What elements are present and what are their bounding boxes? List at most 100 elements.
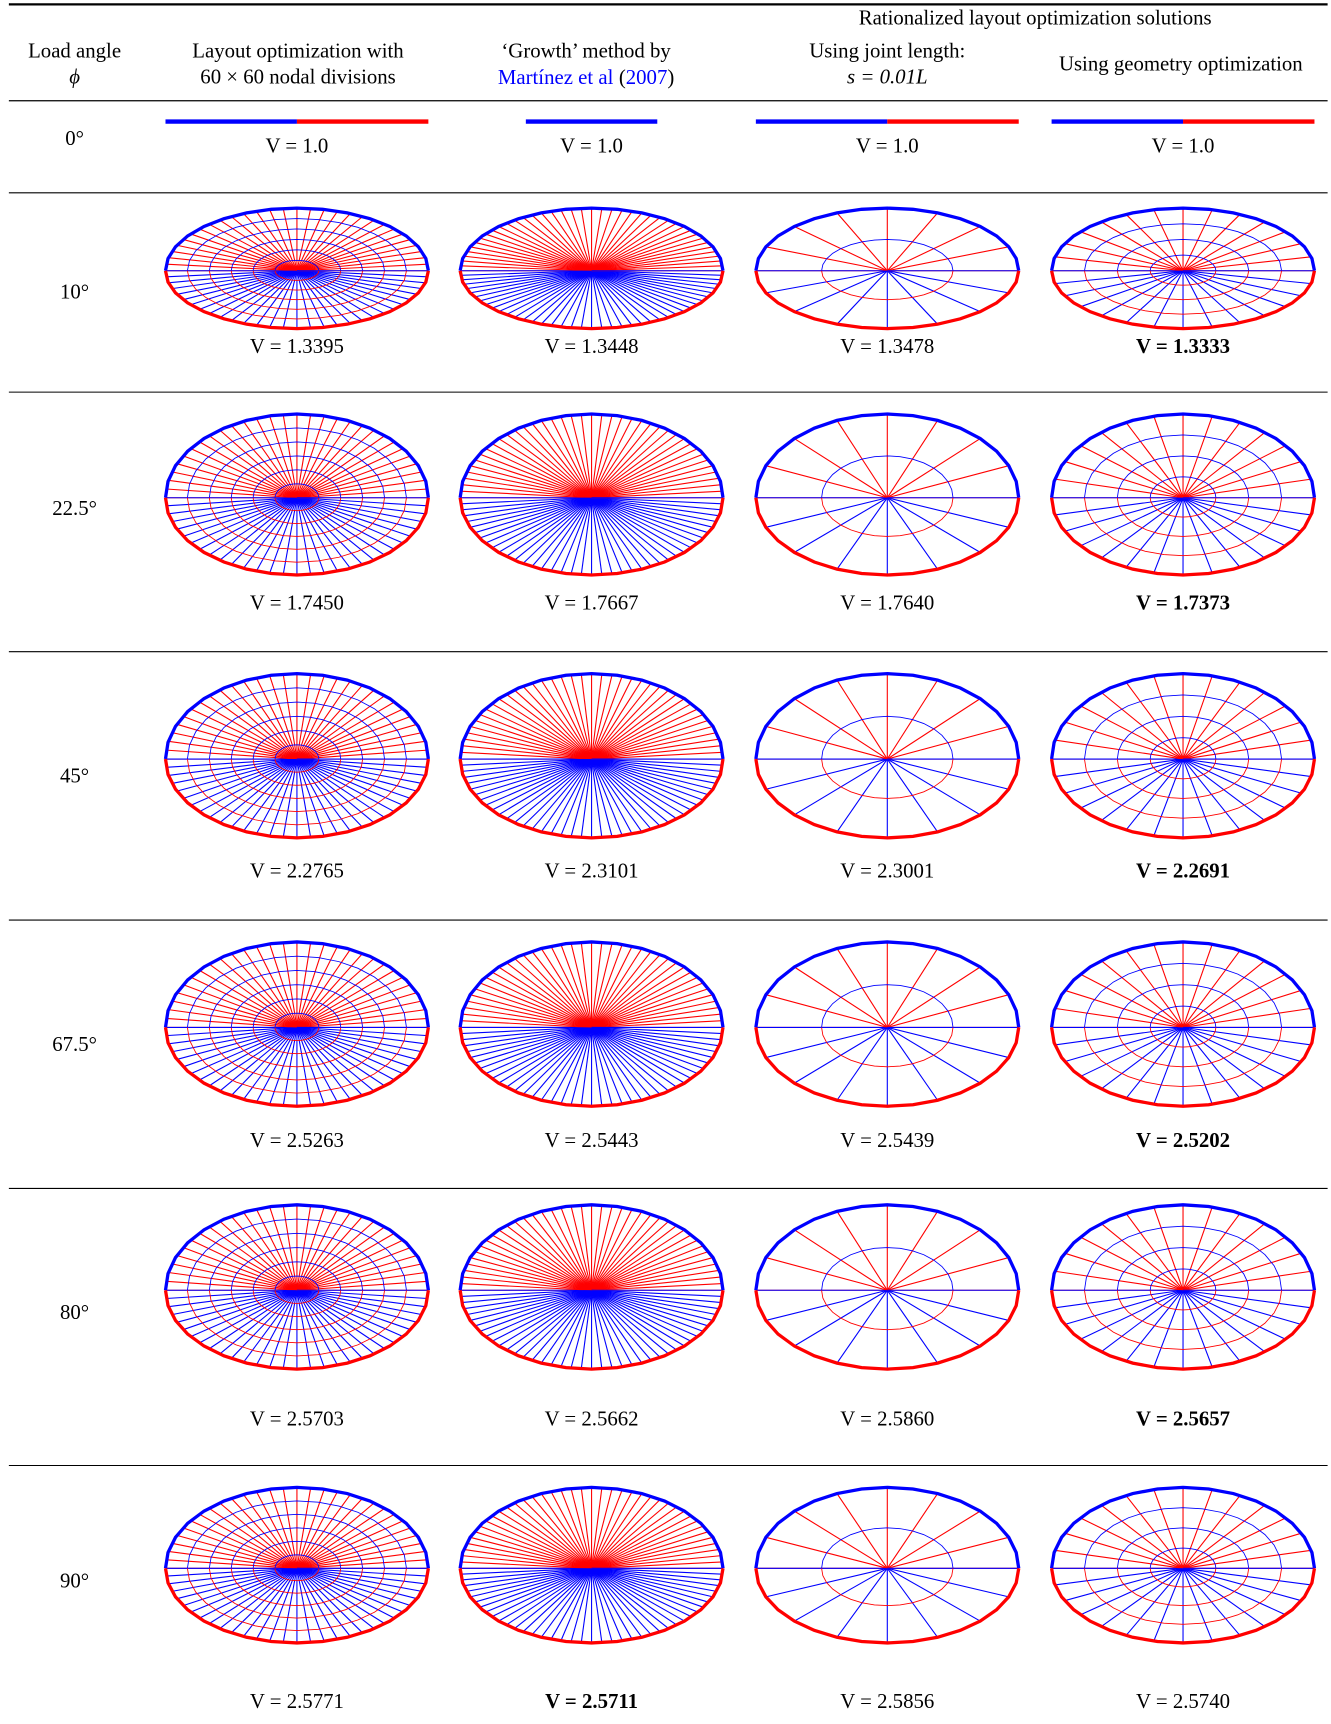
truss-member <box>591 1567 652 1636</box>
load-angle: 0° <box>65 126 84 150</box>
truss-member <box>754 758 1021 840</box>
truss-member <box>274 259 320 271</box>
truss-member <box>460 1567 592 1575</box>
truss-member <box>186 687 407 760</box>
truss-member <box>591 988 709 1028</box>
truss-member <box>498 270 592 313</box>
truss-member <box>821 715 954 760</box>
truss-member <box>1084 1568 1283 1625</box>
truss-member <box>1049 671 1317 760</box>
truss-member <box>591 270 603 329</box>
volume-value: V = 2.3001 <box>840 859 934 883</box>
truss-member <box>754 671 1021 760</box>
truss-member <box>540 1027 593 1101</box>
truss-member <box>479 758 592 801</box>
volume-value: V = 1.0 <box>560 134 623 158</box>
truss-member <box>591 1006 720 1028</box>
truss-member <box>1149 476 1217 498</box>
truss-member <box>460 1026 592 1035</box>
truss-member <box>560 1489 593 1569</box>
truss-member <box>591 758 704 801</box>
truss-member <box>591 250 717 272</box>
truss-member <box>591 459 709 499</box>
truss-member <box>274 483 320 498</box>
truss-member <box>591 961 678 1028</box>
truss-member <box>591 222 678 272</box>
truss-member <box>479 982 592 1028</box>
col-header: Load angle <box>28 38 121 62</box>
truss-member <box>463 758 592 778</box>
truss-member <box>591 210 633 272</box>
truss-member <box>505 961 592 1028</box>
truss-member <box>591 270 623 328</box>
truss-member <box>591 270 633 327</box>
truss-member <box>460 1020 592 1028</box>
truss-member <box>485 497 592 544</box>
truss-member <box>1116 455 1250 498</box>
truss-member <box>463 1006 592 1028</box>
truss-member <box>531 1213 592 1291</box>
truss-member <box>470 1536 592 1569</box>
truss-member <box>550 1208 593 1291</box>
truss-member <box>1049 1568 1317 1645</box>
truss-member <box>591 1289 704 1332</box>
truss-member <box>591 1026 699 1075</box>
truss-member <box>479 1567 592 1608</box>
truss-member <box>531 270 592 323</box>
volume-value: V = 2.5703 <box>250 1406 344 1430</box>
truss-member <box>591 1568 623 1642</box>
truss-member <box>591 1234 692 1291</box>
col-header: s = 0.01L <box>847 65 927 89</box>
truss-member <box>230 270 364 301</box>
truss-member <box>1049 1203 1317 1291</box>
truss-member <box>1049 270 1317 331</box>
truss-member <box>186 1027 407 1094</box>
truss-member <box>505 1289 592 1351</box>
truss-member <box>474 1289 592 1327</box>
truss-member <box>531 682 592 760</box>
truss-member <box>1084 758 1283 819</box>
truss-member <box>479 270 592 302</box>
citation-year[interactable]: 2007 <box>626 65 668 89</box>
truss-member <box>540 1211 593 1291</box>
truss-member <box>186 1500 407 1569</box>
truss-member <box>208 969 385 1028</box>
truss-member <box>461 745 592 760</box>
truss-member <box>591 1206 623 1291</box>
truss-member <box>470 1026 592 1059</box>
truss-member <box>580 673 593 760</box>
truss-member <box>514 219 592 272</box>
truss-member <box>1084 270 1283 315</box>
truss-member <box>252 1568 342 1594</box>
truss-member <box>591 484 722 499</box>
truss-member <box>591 1506 678 1569</box>
truss-member <box>531 1027 592 1099</box>
truss-member <box>522 425 592 499</box>
truss-member <box>591 1290 613 1369</box>
truss-member <box>591 270 709 298</box>
truss-member <box>540 497 593 570</box>
truss-member <box>540 758 593 833</box>
truss-member <box>484 1239 592 1291</box>
truss-member <box>458 671 725 760</box>
truss-member <box>230 984 364 1028</box>
truss-member <box>591 1257 714 1291</box>
truss-member <box>591 971 692 1028</box>
citation-authors[interactable]: Martínez et al <box>498 65 614 89</box>
truss-member <box>491 1515 592 1569</box>
truss-member <box>460 490 592 499</box>
truss-member <box>208 497 385 550</box>
truss-member <box>591 497 623 574</box>
truss-member <box>591 1567 692 1618</box>
volume-value: V = 1.7450 <box>250 590 344 614</box>
truss-member <box>570 270 593 329</box>
truss-member <box>591 703 692 760</box>
truss-member <box>498 1289 592 1347</box>
truss-member <box>591 438 685 499</box>
group-header: Rationalized layout optimization solutio… <box>859 5 1212 29</box>
truss-member <box>498 1567 592 1622</box>
truss-member <box>491 1234 592 1291</box>
truss-member <box>591 246 714 272</box>
truss-member <box>1116 715 1250 760</box>
truss-member <box>591 241 709 272</box>
